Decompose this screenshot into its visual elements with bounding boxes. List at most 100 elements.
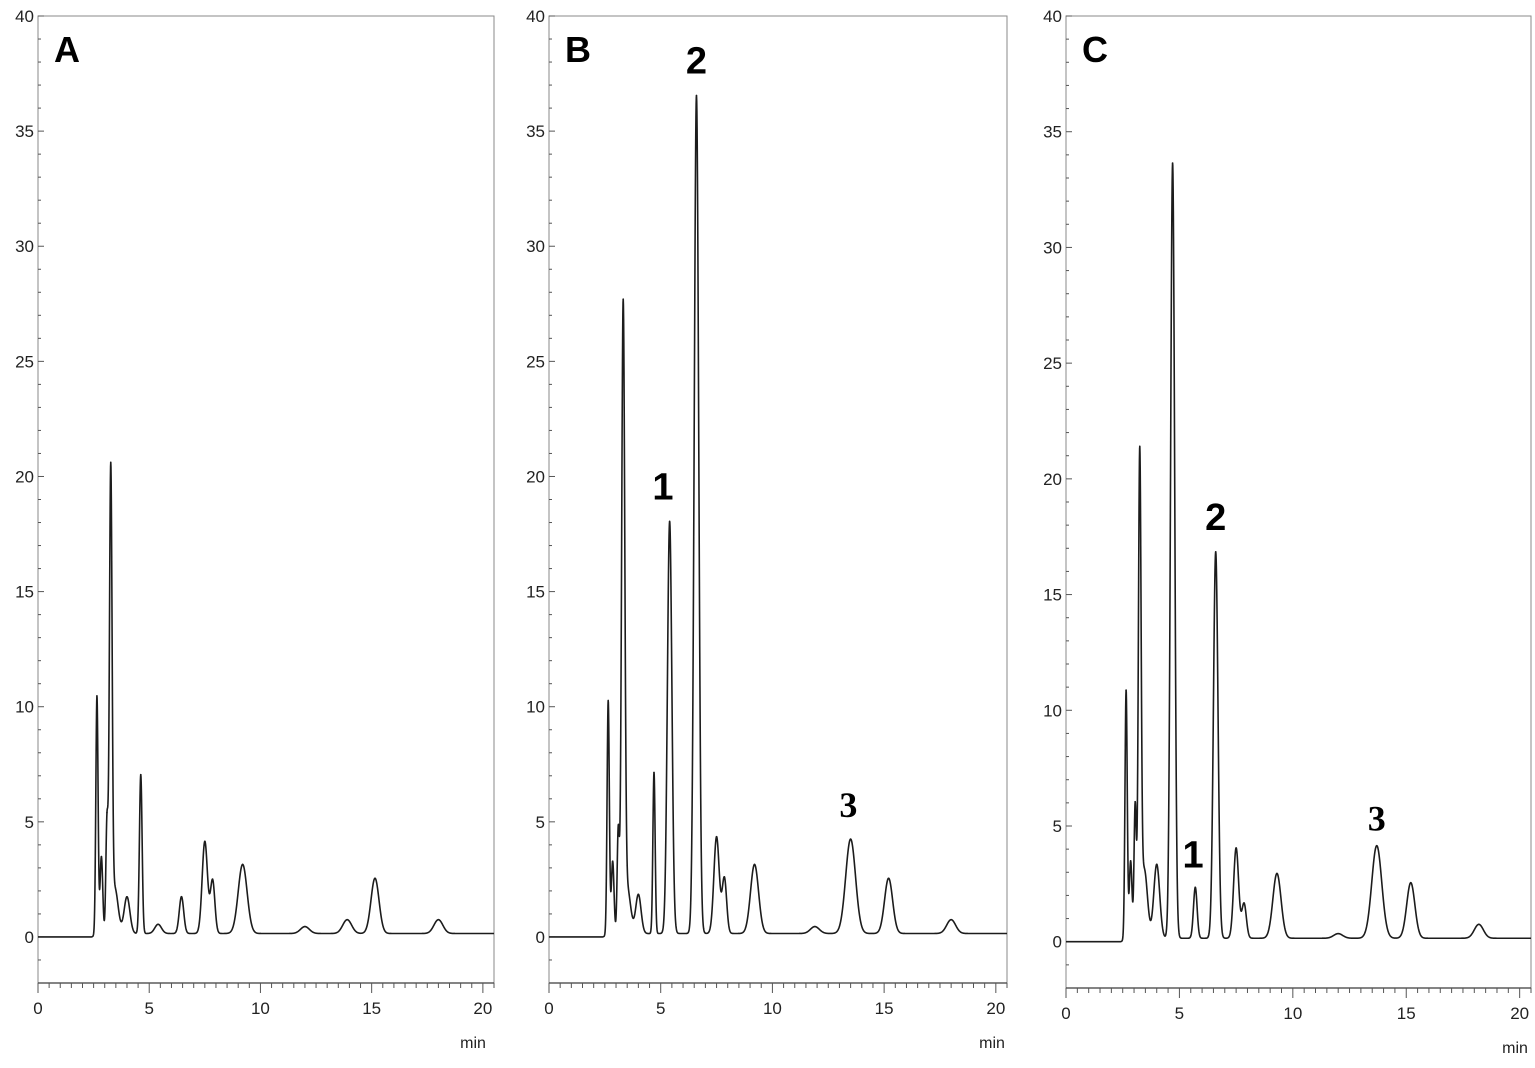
x-tick-label: 15 xyxy=(875,999,894,1018)
peak-apex-12 xyxy=(241,863,244,866)
x-tick-label: 10 xyxy=(763,999,782,1018)
peak-apex-5 xyxy=(626,864,628,867)
y-tick-label: 35 xyxy=(15,122,34,141)
peak-apex-9 xyxy=(1214,550,1217,553)
peak-apex-14 xyxy=(346,918,348,921)
chromatogram-trace xyxy=(548,94,1008,938)
y-tick-label: 10 xyxy=(15,698,34,717)
peak-apex-2 xyxy=(1129,860,1132,862)
peak-apex-5 xyxy=(1143,866,1146,869)
peak-apex-3 xyxy=(106,811,108,814)
x-tick-label: 0 xyxy=(1061,1004,1070,1023)
y-tick-label: 25 xyxy=(15,352,34,371)
x-tick-label: 5 xyxy=(656,999,665,1018)
y-tick-label: 10 xyxy=(526,698,545,717)
x-unit-label: min xyxy=(1502,1040,1528,1057)
peak-apex-12 xyxy=(753,863,756,866)
peak-apex-10 xyxy=(715,835,718,838)
peak-apex-15 xyxy=(1409,881,1412,884)
peak-apex-4 xyxy=(109,461,112,464)
panel-label: C xyxy=(1082,29,1108,70)
peak-label-2: 2 xyxy=(686,41,707,83)
peak-apex-11 xyxy=(723,876,726,878)
peak-apex-16 xyxy=(1478,923,1480,926)
peak-apex-8 xyxy=(1194,886,1197,889)
peak-apex-1 xyxy=(96,695,98,697)
y-tick-label: 20 xyxy=(1043,470,1062,489)
peak-apex-13 xyxy=(814,925,816,928)
y-tick-label: 20 xyxy=(526,467,545,486)
peak-apex-8 xyxy=(668,520,671,523)
peak-apex-10 xyxy=(1235,847,1237,849)
peak-apex-1 xyxy=(1125,689,1127,691)
panel-label: B xyxy=(565,29,591,70)
y-tick-label: 5 xyxy=(1053,817,1062,836)
peak-apex-14 xyxy=(1375,844,1378,847)
peak-apex-6 xyxy=(637,893,640,896)
peak-apex-7 xyxy=(139,773,142,776)
peak-apex-13 xyxy=(1337,932,1339,935)
peak-apex-15 xyxy=(887,877,890,880)
peak-apex-4 xyxy=(622,298,624,300)
y-tick-label: 35 xyxy=(1043,123,1062,142)
peak-apex-8 xyxy=(157,923,159,926)
panel-a: 0 5 10 15 20 25 30 35 40 0 5 10 15 20 min A xyxy=(15,7,495,1052)
y-tick-label: 30 xyxy=(15,237,34,256)
chromatogram-trace xyxy=(37,461,495,938)
x-tick-label: 5 xyxy=(1175,1004,1184,1023)
panel-b: 0 5 10 15 20 25 30 35 40 0 5 10 15 20 min B 1 2 3 xyxy=(526,7,1008,1052)
peak-apex-3 xyxy=(1134,800,1136,803)
y-tick-label: 40 xyxy=(15,7,34,26)
y-tick-label: 40 xyxy=(1043,7,1062,26)
peak-apex-14 xyxy=(849,838,852,840)
peak-apex-12 xyxy=(1276,872,1278,875)
x-unit-label: min xyxy=(460,1035,486,1052)
y-tick-label: 5 xyxy=(25,813,34,832)
x-tick-label: 20 xyxy=(1510,1004,1529,1023)
plot-frame xyxy=(1065,15,1532,989)
y-tick-label: 15 xyxy=(526,583,545,602)
peak-apex-9 xyxy=(180,895,183,898)
y-tick-label: 10 xyxy=(1043,701,1062,720)
peak-apex-6 xyxy=(1155,863,1158,866)
x-tick-label: 10 xyxy=(1283,1004,1302,1023)
peak-apex-2 xyxy=(611,860,614,862)
peak-apex-13 xyxy=(304,925,306,928)
y-tick-label: 0 xyxy=(536,928,545,947)
peak-label-3: 3 xyxy=(839,785,857,825)
x-tick-label: 0 xyxy=(33,999,42,1018)
peak-label-1: 1 xyxy=(1182,835,1203,877)
peak-apex-3 xyxy=(617,824,620,826)
chromatogram-trace xyxy=(1065,162,1532,943)
peak-apex-2 xyxy=(100,855,103,858)
peak-apex-16 xyxy=(437,918,440,921)
peak-apex-11 xyxy=(1243,902,1245,904)
peak-apex-15 xyxy=(374,877,376,880)
y-tick-label: 30 xyxy=(526,237,545,256)
x-tick-label: 20 xyxy=(473,999,492,1018)
x-tick-label: 10 xyxy=(251,999,270,1018)
y-tick-label: 25 xyxy=(526,352,545,371)
x-tick-label: 20 xyxy=(986,999,1005,1018)
y-tick-label: 0 xyxy=(1053,933,1062,952)
y-tick-label: 25 xyxy=(1043,354,1062,373)
peak-apex-5 xyxy=(113,882,116,884)
y-tick-label: 40 xyxy=(526,7,545,26)
y-tick-label: 0 xyxy=(25,928,34,947)
y-tick-label: 15 xyxy=(15,583,34,602)
peak-apex-4 xyxy=(1138,445,1141,448)
y-tick-label: 30 xyxy=(1043,238,1062,257)
peak-apex-10 xyxy=(204,840,206,843)
peak-apex-16 xyxy=(950,918,952,921)
x-tick-label: 0 xyxy=(544,999,553,1018)
y-tick-label: 35 xyxy=(526,122,545,141)
x-tick-label: 5 xyxy=(144,999,153,1018)
peak-label-1: 1 xyxy=(652,467,673,509)
y-tick-label: 15 xyxy=(1043,586,1062,605)
peak-label-2: 2 xyxy=(1205,497,1226,539)
peak-apex-6 xyxy=(126,895,128,898)
panel-label: A xyxy=(54,29,80,70)
x-unit-label: min xyxy=(979,1035,1005,1052)
